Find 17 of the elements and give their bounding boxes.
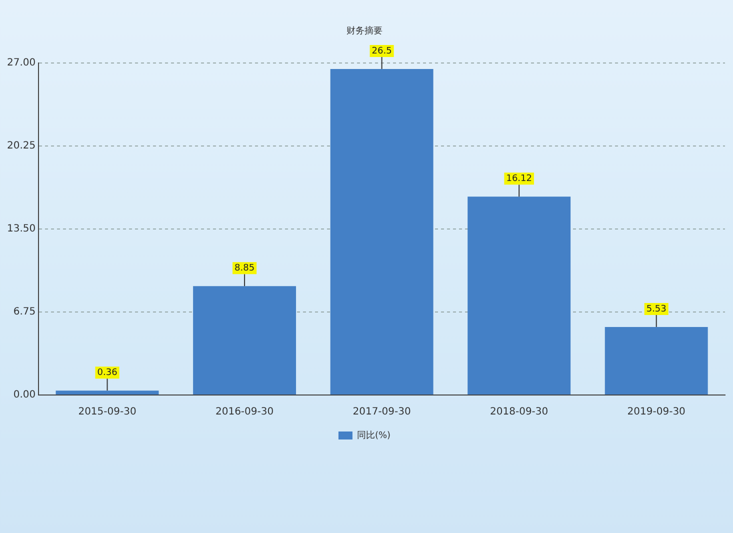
x-tick-label: 2016-09-30 (215, 406, 274, 418)
y-tick-label: 13.50 (6, 223, 36, 234)
data-label: 16.12 (506, 174, 532, 184)
legend-label: 同比(%) (356, 430, 391, 441)
y-tick-label: 20.25 (6, 140, 36, 152)
data-label: 26.5 (372, 46, 392, 56)
chart-title: 财务摘要 (346, 26, 382, 37)
y-tick-label: 0.00 (13, 390, 36, 401)
x-tick-label: 2018-09-30 (490, 406, 548, 418)
y-tick-label: 27.00 (6, 57, 36, 68)
data-label: 8.85 (234, 263, 255, 274)
data-label: 5.53 (646, 304, 666, 314)
x-tick-label: 2017-09-30 (352, 406, 411, 418)
y-tick-label: 6.75 (13, 306, 36, 318)
x-tick-label: 2019-09-30 (627, 406, 686, 418)
x-tick-label: 2015-09-30 (78, 406, 136, 418)
data-label: 0.36 (97, 368, 118, 378)
